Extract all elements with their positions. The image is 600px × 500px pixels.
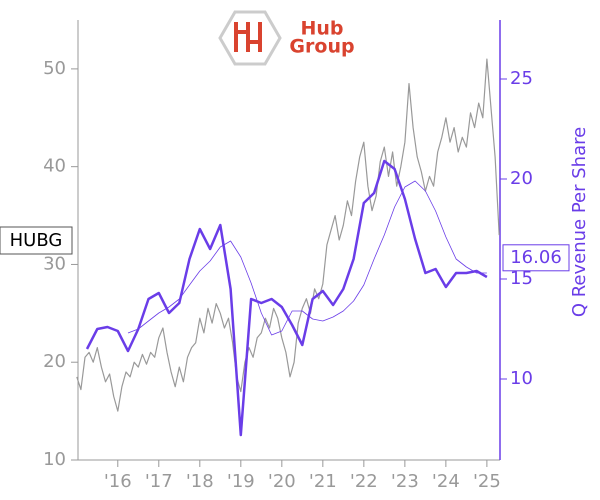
x-tick-label: '17: [145, 471, 173, 492]
series-line: [85, 159, 488, 437]
y-tick-label: 20: [43, 351, 66, 372]
x-tick-label: '24: [432, 471, 460, 492]
y2-tick-label: 20: [510, 168, 533, 189]
x-tick-label: '18: [186, 471, 214, 492]
y2-axis-label: Q Revenue Per Share: [569, 127, 590, 317]
x-tick-label: '21: [309, 471, 337, 492]
logo-hex: [218, 10, 282, 66]
y-tick-label: 30: [43, 253, 66, 274]
x-tick-label: '25: [473, 471, 501, 492]
series-line: [127, 180, 487, 336]
x-tick-label: '20: [268, 471, 296, 492]
ticker-box: [0, 226, 73, 255]
logo-icon: [234, 22, 262, 52]
y2-tick-label: 10: [510, 368, 533, 389]
series-line: [76, 58, 500, 412]
y2-tick-label: 25: [510, 68, 533, 89]
logo-text: Hub: [300, 18, 343, 40]
logo-text: Group: [289, 36, 354, 58]
x-tick-label: '16: [104, 471, 132, 492]
y-tick-label: 40: [43, 156, 66, 177]
y-tick-label: 10: [43, 449, 66, 470]
x-tick-label: '22: [350, 471, 378, 492]
current-value: 16.06: [510, 247, 562, 268]
ticker: HUBG: [10, 230, 63, 251]
logo: Hub Group: [218, 10, 355, 66]
x-tick-label: '23: [391, 471, 419, 492]
x-tick-label: '19: [227, 471, 255, 492]
current-value-box: [502, 244, 570, 272]
y2-tick-label: 15: [510, 268, 533, 289]
y-tick-label: 50: [43, 58, 66, 79]
